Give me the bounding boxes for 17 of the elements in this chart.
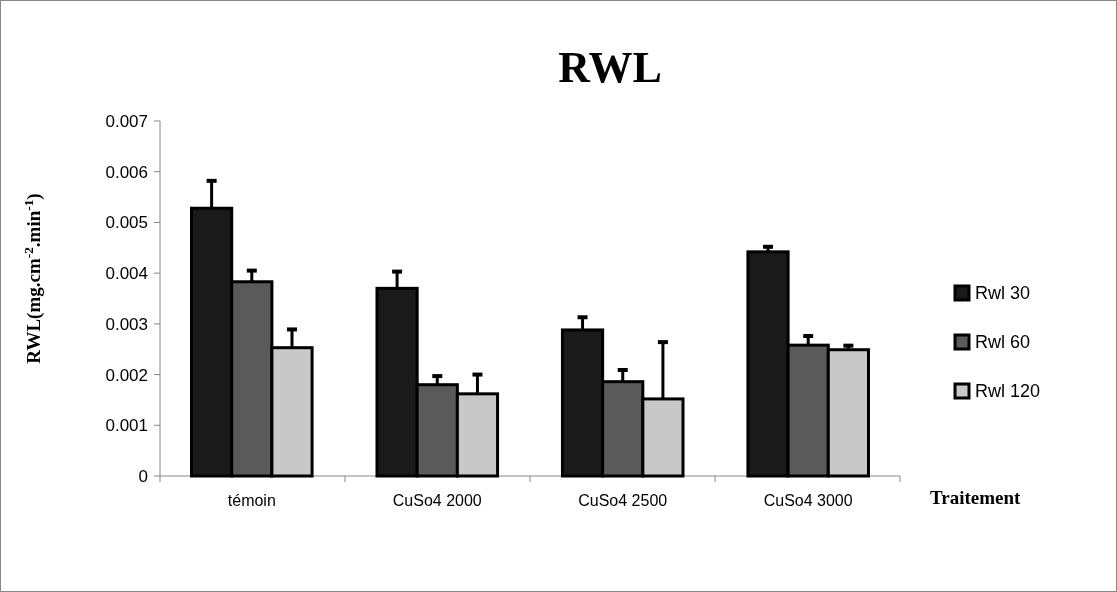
y-tick-label: 0.003 [105, 314, 148, 334]
y-tick-label: 0.002 [105, 365, 148, 385]
x-axis-title: Traitement [930, 487, 1022, 508]
y-tick-label: 0.007 [105, 111, 148, 131]
x-tick-label: témoin [227, 492, 276, 509]
y-tick-label: 0.006 [105, 162, 148, 182]
y-tick-label: 0.004 [105, 264, 148, 284]
x-tick-label: CuSo4 3000 [763, 492, 853, 509]
y-tick-label: 0.005 [105, 213, 148, 233]
x-tick-label: CuSo4 2000 [392, 492, 482, 509]
chart-title: RWL [558, 43, 662, 92]
legend-label: Rwl 30 [975, 283, 1031, 304]
x-tick-label: CuSo4 2500 [578, 492, 668, 509]
y-tick-label: 0.001 [105, 416, 148, 436]
legend-label: Rwl 120 [975, 381, 1041, 402]
legend-label: Rwl 60 [975, 332, 1031, 353]
y-tick-label: 0 [138, 466, 148, 486]
